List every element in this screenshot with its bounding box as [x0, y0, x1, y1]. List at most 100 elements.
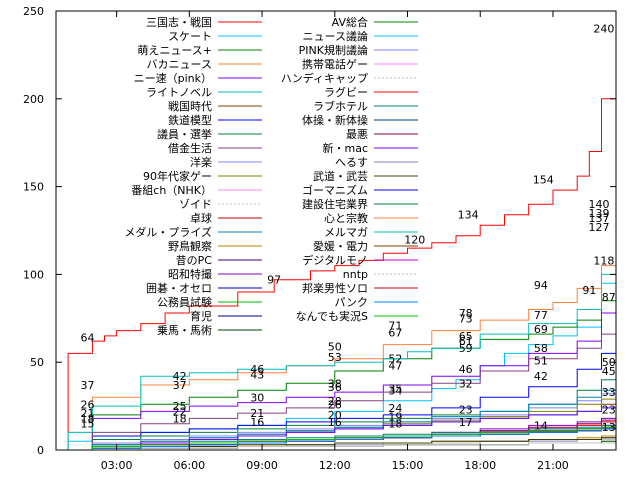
- data-label: 18: [173, 412, 187, 425]
- series-line-1: [56, 28, 617, 451]
- data-label: 120: [404, 233, 425, 246]
- legend-label: 三国志・戦国: [146, 16, 212, 29]
- legend-label: 心と宗教: [324, 211, 368, 225]
- legend-label: 昭和特撮: [168, 267, 212, 281]
- data-label: 18: [388, 418, 402, 431]
- legend-label: バカニュース: [147, 58, 212, 71]
- legend-label: 卓球: [190, 211, 212, 225]
- data-label: 47: [388, 360, 402, 373]
- data-label: 38: [328, 377, 342, 390]
- legend-label: へるす: [335, 156, 368, 169]
- data-label: 137: [589, 212, 610, 225]
- data-label: 69: [534, 323, 548, 336]
- y-tick-label: 150: [23, 181, 44, 194]
- series-line-10: [56, 313, 617, 451]
- legend-label: 育児: [190, 309, 212, 323]
- data-label: 50: [328, 340, 342, 353]
- data-label: 21: [250, 407, 264, 420]
- legend-label: 萌えニュース+: [137, 43, 212, 57]
- data-label: 32: [459, 377, 473, 390]
- legend-label: スケート: [168, 30, 212, 43]
- data-label: 23: [602, 404, 616, 417]
- data-label: 25: [173, 400, 187, 413]
- x-tick-label: 15:00: [392, 459, 424, 472]
- series-line-44: [56, 427, 617, 451]
- legend-label: 愛媛・電力: [313, 239, 368, 253]
- legend-label: 建設住宅業界: [302, 197, 368, 211]
- legend-label: 番組ch（NHK）: [131, 184, 212, 197]
- legend-label: 乗馬・馬術: [157, 324, 212, 337]
- data-label: 78: [459, 307, 473, 320]
- data-label: 240: [593, 23, 614, 36]
- legend-label: ニュース議論: [303, 29, 368, 43]
- data-label: 65: [459, 330, 473, 343]
- legend-label: メルマガ: [324, 226, 368, 239]
- plot-frame: [55, 10, 617, 451]
- legend-label: 新・mac: [322, 141, 368, 155]
- series-line-45: [56, 425, 617, 451]
- data-label: 77: [534, 309, 548, 322]
- data-label: 30: [250, 391, 264, 404]
- data-label: 52: [388, 353, 402, 366]
- legend-label: パンク: [334, 296, 368, 309]
- data-label: 43: [250, 368, 264, 381]
- data-label: 42: [534, 370, 548, 383]
- data-label: 23: [459, 404, 473, 417]
- legend-label: なんでも実況S: [296, 309, 368, 323]
- data-label: 13: [602, 421, 616, 434]
- x-tick-label: 09:00: [246, 459, 278, 472]
- legend-label: 90年代家ゲー: [143, 169, 212, 183]
- legend-label: ラブホテル: [313, 99, 368, 113]
- data-label: 127: [589, 221, 610, 234]
- data-label: 36: [328, 381, 342, 394]
- data-label: 61: [459, 335, 473, 348]
- legend-label: 武道・武芸: [313, 169, 368, 183]
- data-label: 37: [173, 379, 187, 392]
- legend-label: メダル・プライズ: [124, 225, 212, 239]
- x-tick-label: 06:00: [173, 459, 205, 472]
- data-label: 71: [388, 319, 402, 332]
- y-tick-label: 0: [37, 444, 44, 457]
- legend-label: 公務員試験: [157, 295, 212, 309]
- legend-label: ライトノベル: [146, 86, 212, 99]
- legend-label: 体操・新体操: [302, 113, 368, 127]
- legend-label: 洋楽: [190, 155, 212, 169]
- data-label: 134: [458, 209, 479, 222]
- legend-label: PINK規制議論: [299, 43, 368, 57]
- data-label: 67: [388, 326, 402, 339]
- legend-label: 携帯電話ゲー: [302, 57, 368, 71]
- data-label: 35: [388, 383, 402, 396]
- legend-label: ラグビー: [324, 85, 368, 99]
- data-label: 17: [459, 416, 473, 429]
- y-tick-label: 200: [23, 93, 44, 106]
- data-label: 22: [173, 405, 187, 418]
- data-label: 19: [388, 411, 402, 424]
- legend-label: 最悪: [346, 128, 368, 141]
- series-line-6: [56, 209, 617, 451]
- data-label: 42: [173, 370, 187, 383]
- legend-label: ハンディキャップ: [281, 71, 368, 85]
- data-label: 33: [602, 386, 616, 399]
- data-label: 26: [81, 398, 95, 411]
- data-label: 20: [328, 409, 342, 422]
- legend-label: ゾイド: [179, 198, 212, 211]
- legend-label: ゴーマニズム: [302, 183, 368, 197]
- data-label: 28: [328, 395, 342, 408]
- data-label: 73: [459, 312, 473, 325]
- data-label: 118: [593, 254, 614, 267]
- data-label: 18: [81, 412, 95, 425]
- data-label: 53: [328, 351, 342, 364]
- data-label: 24: [388, 402, 402, 415]
- data-label: 46: [250, 363, 264, 376]
- data-label: 91: [582, 284, 596, 297]
- data-label: 15: [81, 418, 95, 431]
- y-tick-label: 250: [23, 5, 44, 18]
- data-label: 16: [328, 416, 342, 429]
- x-tick-label: 12:00: [319, 459, 351, 472]
- legend-label: ニー速（pink）: [134, 72, 212, 85]
- x-tick-label: 18:00: [464, 459, 496, 472]
- data-label: 37: [81, 379, 95, 392]
- legend-label: デジタルモノ: [302, 253, 368, 267]
